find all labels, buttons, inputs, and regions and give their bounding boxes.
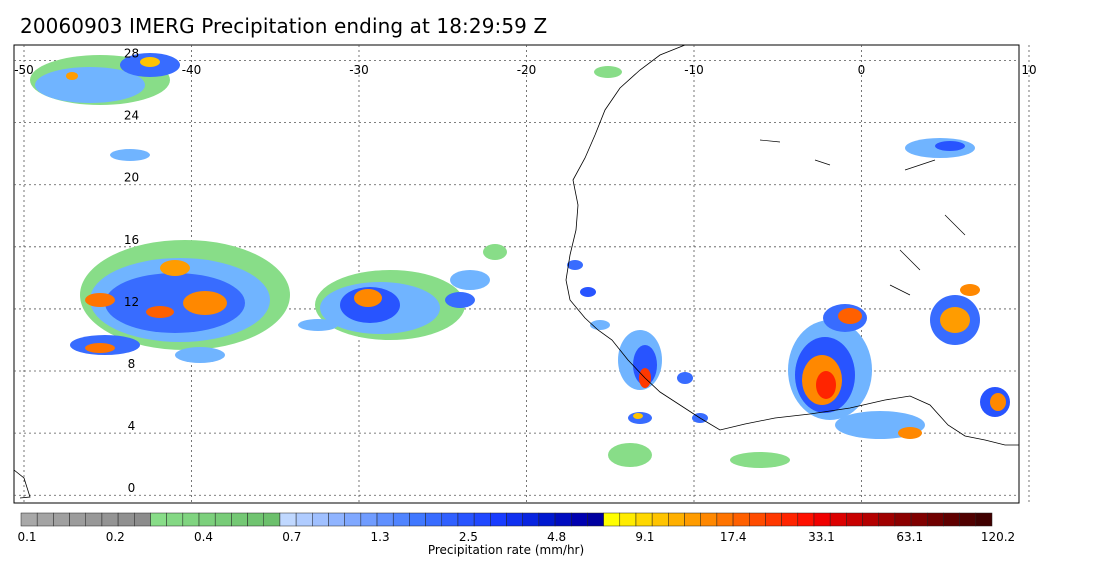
colorbar-swatch [279,512,297,527]
colorbar-swatch [312,512,329,527]
rain-cluster-africa-east [594,66,1010,439]
colorbar-swatch [328,512,345,527]
colorbar-swatch [247,512,264,527]
colorbar-swatch [182,512,200,527]
rain-cluster-central [298,244,507,340]
colorbar-tick-label: 17.4 [719,530,747,544]
colorbar-swatch [117,512,135,527]
colorbar-tick-label: 33.1 [808,530,835,544]
latitude-label: 24 [124,109,139,123]
colorbar-swatch [198,512,216,527]
colorbar-swatch [700,512,718,527]
rain-cluster-west [70,240,290,363]
longitude-label: -40 [182,63,202,77]
colorbar-tick-label: 9.1 [635,530,655,544]
latitude-label: 4 [128,419,136,433]
longitude-label: -30 [349,63,369,77]
colorbar-tick-label: 0.4 [193,530,214,544]
colorbar-swatch [829,512,847,527]
colorbar-swatch [813,512,831,527]
colorbar-swatch [651,512,669,527]
colorbar-tick-label: 63.1 [896,530,924,544]
colorbar-swatch [716,512,734,527]
colorbar-swatch [862,512,879,527]
precip-cells [30,53,1010,468]
colorbar-swatch [781,512,799,527]
map-title: 20060903 IMERG Precipitation ending at 1… [20,14,548,38]
colorbar-swatch [263,512,281,527]
colorbar [20,512,993,527]
colorbar-swatch [36,512,54,527]
colorbar-swatch [53,512,70,527]
south-america-coastline [13,469,31,499]
colorbar-tick-label: 0.2 [105,530,125,544]
colorbar-tick-label: 1.3 [370,530,390,544]
colorbar-swatch [894,512,912,527]
colorbar-swatch [522,512,540,527]
colorbar-swatch [101,512,119,527]
colorbar-swatch [587,512,604,527]
colorbar-swatch [619,512,637,527]
latitude-label: 12 [124,295,139,309]
colorbar-swatch [846,512,863,527]
colorbar-tick-label: 0.7 [282,530,302,544]
colorbar-swatch [910,512,928,527]
colorbar-swatch [409,512,426,527]
colorbar-swatch [134,512,151,527]
longitude-label: -10 [684,63,704,77]
colorbar-swatch [376,512,394,527]
colorbar-swatch [603,512,621,527]
longitude-label: 0 [858,63,866,77]
colorbar-swatch [85,512,103,527]
colorbar-swatch [765,512,782,527]
colorbar-swatch [797,512,815,527]
colorbar-swatch [490,512,507,527]
colorbar-swatch [231,512,248,527]
latitude-label: 8 [128,357,136,371]
colorbar-swatch [473,512,491,527]
colorbar-swatch [959,512,977,527]
rain-cluster-north [30,53,180,161]
colorbar-tick-label: 120.2 [980,530,1016,544]
colorbar-swatch [20,512,38,527]
africa-coastline [565,44,1019,446]
colorbar-swatch [150,512,167,527]
colorbar-swatch [570,512,588,527]
latitude-label: 16 [124,233,139,247]
colorbar-swatch [295,512,313,527]
colorbar-swatch [668,512,685,527]
latitude-label: 0 [128,481,136,495]
colorbar-swatch [684,512,701,527]
longitude-label: -50 [14,63,34,77]
colorbar-swatch [166,512,184,527]
colorbar-swatch [975,512,993,527]
longitude-label: 10 [1021,63,1036,77]
country-borders [759,139,966,296]
colorbar-swatch [927,512,944,527]
colorbar-swatch [554,512,572,527]
colorbar-swatch [457,512,475,527]
colorbar-tick-label: 4.8 [547,530,567,544]
colorbar-swatch [538,512,556,527]
colorbar-swatch [360,512,378,527]
colorbar-swatch [878,512,896,527]
colorbar-swatch [344,512,362,527]
latitude-label: 28 [124,47,139,61]
colorbar-swatch [943,512,960,527]
colorbar-swatch [425,512,443,527]
colorbar-title: Precipitation rate (mm/hr) [427,543,585,557]
colorbar-swatch [635,512,653,527]
colorbar-swatch [69,512,86,527]
latitude-label: 20 [124,171,139,185]
colorbar-swatch [392,512,410,527]
colorbar-tick-label: 0.1 [17,530,37,544]
colorbar-swatch [749,512,766,527]
colorbar-swatch [441,512,459,527]
colorbar-tick-label: 2.5 [458,530,478,544]
colorbar-swatch [214,512,232,527]
colorbar-swatch [732,512,750,527]
longitude-label: -20 [517,63,537,77]
colorbar-swatch [506,512,523,527]
